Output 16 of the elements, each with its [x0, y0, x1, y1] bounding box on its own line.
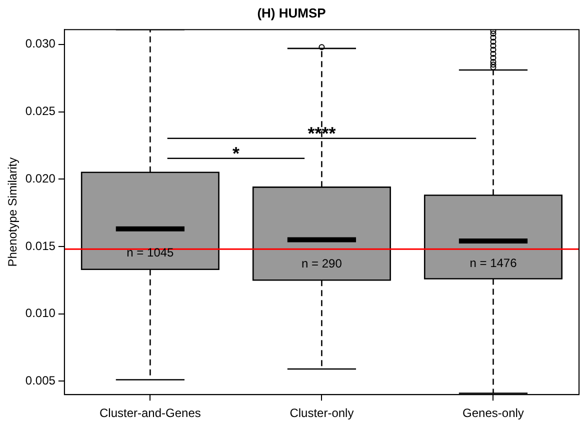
annotation: n = 1476 [470, 256, 518, 270]
annotation: n = 290 [302, 256, 342, 270]
annotation: **** [308, 123, 336, 144]
y-tick-label: 0.015 [25, 238, 56, 253]
x-tick-label: Cluster-and-Genes [99, 406, 201, 420]
y-tick-label: 0.025 [25, 104, 56, 118]
y-axis-title: Phenotype Similarity [6, 157, 20, 267]
annotation: n = 1045 [126, 245, 174, 260]
x-tick-label: Cluster-only [290, 406, 354, 420]
y-tick-label: 0.030 [25, 36, 56, 51]
y-tick-label: 0.005 [25, 373, 56, 388]
chart-title: (H) HUMSP [257, 5, 326, 20]
x-tick-label: Genes-only [462, 406, 524, 420]
y-tick-label: 0.020 [25, 171, 56, 186]
annotation: * [232, 143, 240, 164]
y-tick-label: 0.010 [25, 306, 56, 320]
